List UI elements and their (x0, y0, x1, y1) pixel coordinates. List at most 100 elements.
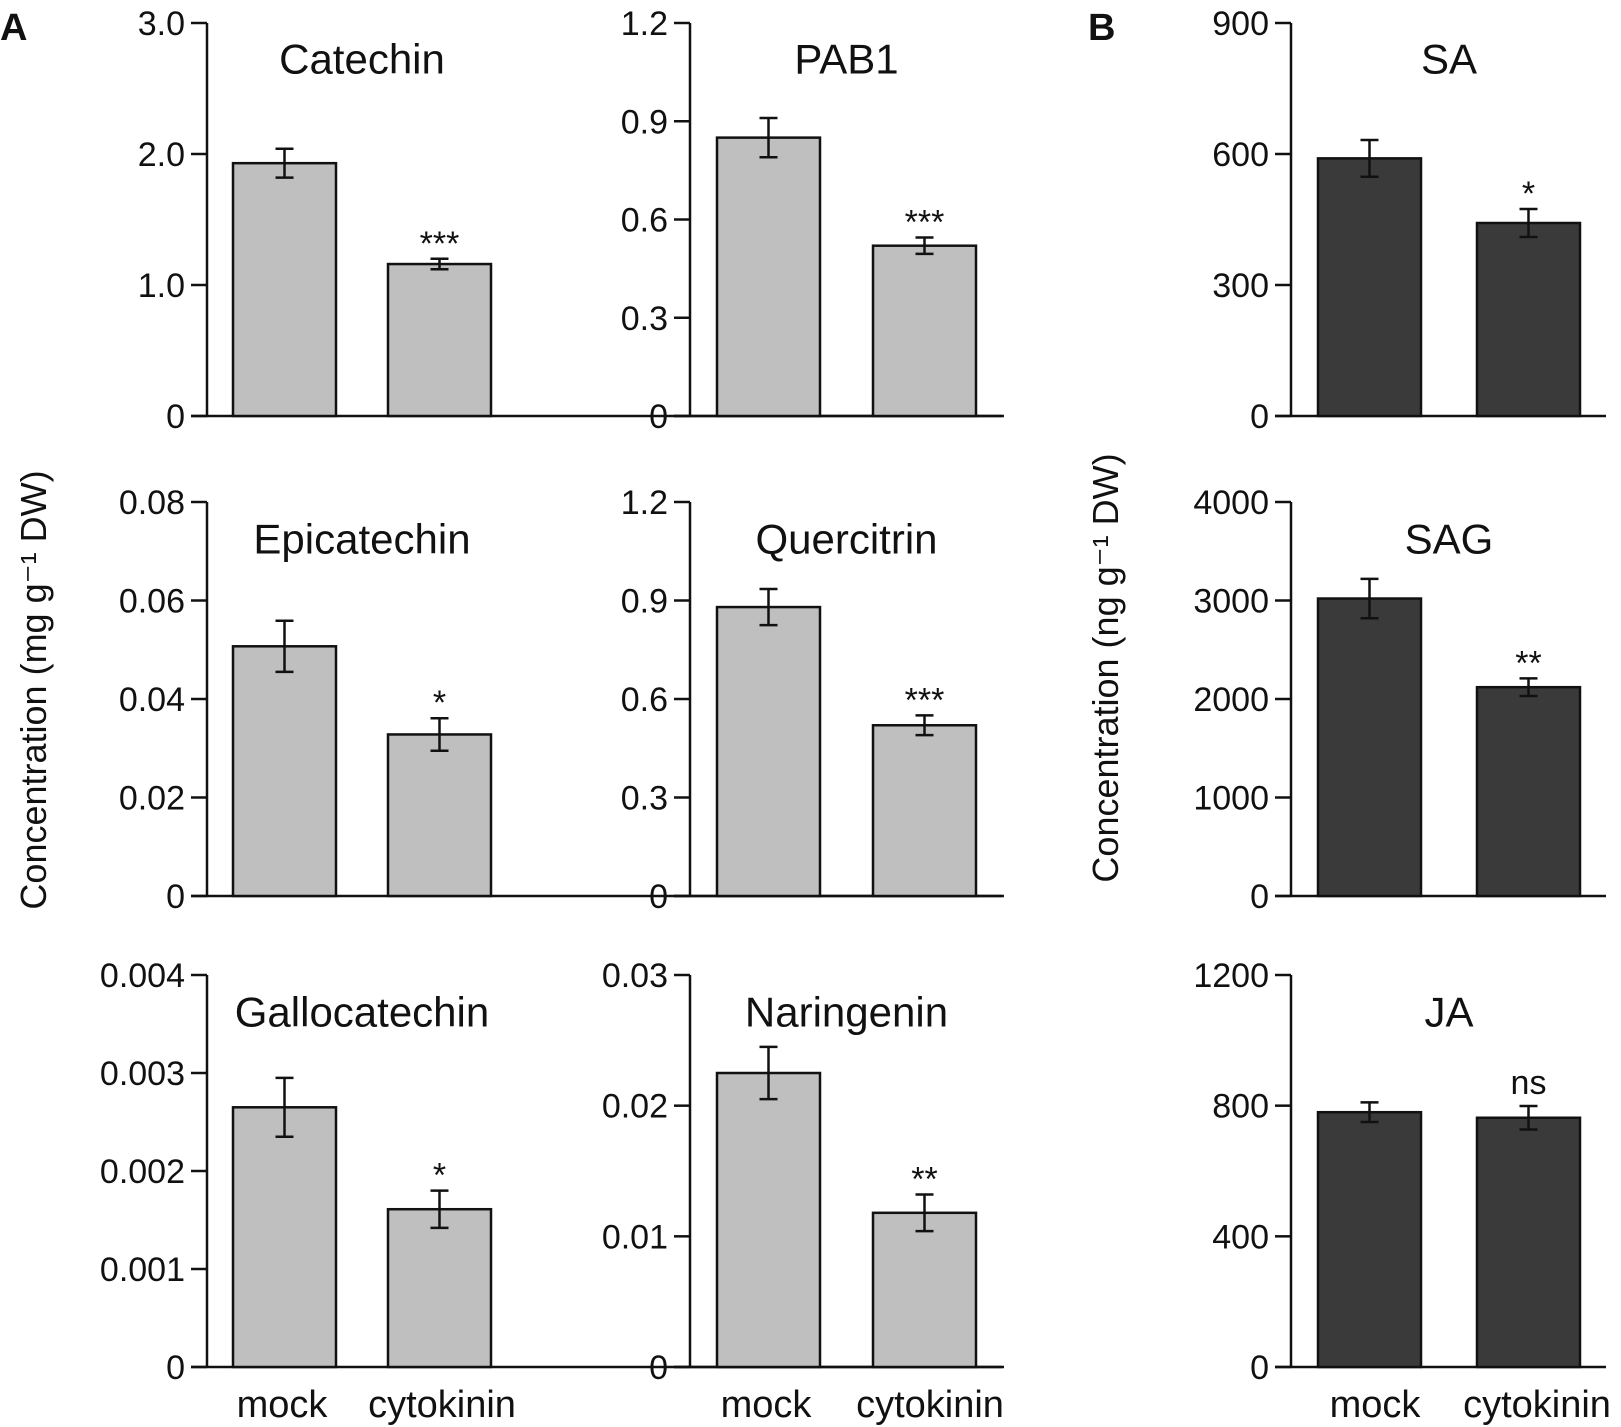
error-bar (1519, 677, 1538, 698)
y-tick-label: 0.6 (621, 202, 668, 240)
y-tick-label: 0.08 (119, 484, 185, 522)
significance-label: *** (420, 225, 460, 263)
category-label-mock: mock (721, 1384, 813, 1426)
bar-cytokinin (386, 733, 493, 898)
y-tick-label: 2000 (1193, 681, 1269, 719)
y-tick-label: 0 (649, 878, 668, 916)
y-tick-label: 0 (649, 398, 668, 436)
panel-letter-a: A (0, 7, 27, 49)
error-bar (275, 1076, 294, 1138)
significance-label: *** (905, 681, 945, 719)
bar-mock (1316, 1110, 1423, 1369)
y-tick-label: 2.0 (138, 136, 185, 174)
y-tick-label: 1.2 (621, 484, 668, 522)
y-tick-label: 0 (1250, 878, 1269, 916)
y-tick-label: 0.6 (621, 681, 668, 719)
category-label-cytokinin: cytokinin (856, 1384, 1004, 1426)
y-axis-title-b: Concentration (ng g⁻¹ DW) (1085, 453, 1126, 882)
bar-mock (1316, 157, 1423, 418)
category-label-mock: mock (1330, 1384, 1422, 1426)
y-tick-label: 0.02 (602, 1088, 668, 1126)
bar-cytokinin (1475, 685, 1582, 898)
error-bar (1360, 577, 1379, 620)
chart-quercitrin: 0 0.3 0.6 0.9 1.2 Quercitrin *** (621, 484, 1004, 916)
category-label-mock: mock (237, 1384, 329, 1426)
y-tick-label: 0 (1250, 1349, 1269, 1387)
bar-mock (715, 1071, 822, 1369)
y-tick-label: 0 (166, 398, 185, 436)
chart-gallocatechin: 0 0.001 0.002 0.003 0.004 Gallocatechin mock * c… (100, 957, 1002, 1426)
significance-label: ** (1515, 644, 1541, 682)
y-tick-label: 0 (166, 1349, 185, 1387)
bar-mock (231, 645, 338, 898)
error-bar (759, 116, 778, 159)
chart-ja: 0 400 800 1200 JA mock ns cytokinin (1193, 957, 1611, 1426)
chart-catechin: 0 1.0 2.0 3.0 Catechin *** (138, 5, 1002, 436)
bar-cytokinin (871, 724, 978, 898)
y-tick-label: 1.0 (138, 267, 185, 305)
panel-letter-b: B (1088, 7, 1115, 49)
y-tick-label: 1200 (1193, 957, 1269, 995)
y-tick-label: 0.004 (100, 957, 185, 995)
y-tick-label: 600 (1212, 136, 1269, 174)
y-tick-label: 0.002 (100, 1153, 185, 1191)
chart-title: Epicatechin (253, 515, 470, 562)
y-tick-label: 0 (649, 1349, 668, 1387)
y-tick-label: 0 (1250, 398, 1269, 436)
significance-label: ns (1511, 1064, 1547, 1102)
error-bar (915, 236, 934, 256)
y-axis-title-a: Concentration (mg g⁻¹ DW) (13, 470, 54, 909)
y-tick-label: 0.3 (621, 780, 668, 818)
y-tick-label: 0.01 (602, 1218, 668, 1256)
bar-cytokinin (386, 1207, 493, 1369)
chart-title: SAG (1405, 515, 1494, 562)
chart-naringenin: 0 0.01 0.02 0.03 Naringenin mock ** cytokinin (602, 957, 1004, 1426)
error-bar (915, 714, 934, 737)
y-tick-label: 3000 (1193, 583, 1269, 621)
bar-cytokinin (871, 244, 978, 418)
y-tick-label: 0 (166, 878, 185, 916)
significance-label: *** (905, 204, 945, 242)
y-tick-label: 0.003 (100, 1055, 185, 1093)
error-bar (1519, 1104, 1538, 1131)
chart-title: SA (1421, 35, 1477, 82)
chart-title: Gallocatechin (235, 988, 489, 1035)
y-tick-label: 4000 (1193, 484, 1269, 522)
bar-mock (715, 136, 822, 418)
y-tick-label: 1000 (1193, 780, 1269, 818)
chart-title: Naringenin (745, 988, 948, 1035)
y-tick-label: 0.9 (621, 103, 668, 141)
y-tick-label: 0.04 (119, 681, 185, 719)
bar-mock (715, 605, 822, 898)
chart-title: Quercitrin (755, 515, 937, 562)
chart-pab1: 0 0.3 0.6 0.9 1.2 PAB1 *** (621, 5, 1004, 436)
y-tick-label: 3.0 (138, 5, 185, 43)
significance-label: * (433, 684, 446, 722)
error-bar (915, 1193, 934, 1233)
error-bar (430, 257, 449, 271)
y-tick-label: 0.02 (119, 780, 185, 818)
bar-mock (1316, 597, 1423, 898)
chart-sag: 0 1000 2000 3000 4000 SAG ** (1193, 484, 1606, 916)
bar-cytokinin (1475, 1116, 1582, 1369)
y-tick-label: 400 (1212, 1218, 1269, 1256)
bar-mock (231, 1106, 338, 1369)
y-tick-label: 0.9 (621, 583, 668, 621)
chart-title: PAB1 (794, 35, 898, 82)
error-bar (759, 587, 778, 627)
charts-group: 01.02.03.0Catechin***00.30.60.91.2PAB1**… (100, 5, 1611, 1426)
chart-epicatechin: 0 0.02 0.04 0.06 0.08 Epicatechin * (119, 484, 1002, 916)
bar-cytokinin (386, 262, 493, 418)
bar-cytokinin (1475, 221, 1582, 418)
error-bar (430, 716, 449, 752)
significance-label: ** (911, 1161, 937, 1199)
y-tick-label: 900 (1212, 5, 1269, 43)
error-bar (1360, 1101, 1379, 1124)
bar-cytokinin (871, 1211, 978, 1369)
error-bar (1360, 138, 1379, 178)
error-bar (430, 1189, 449, 1230)
y-tick-label: 800 (1212, 1088, 1269, 1126)
y-tick-label: 0.3 (621, 300, 668, 338)
significance-label: * (1522, 175, 1535, 213)
